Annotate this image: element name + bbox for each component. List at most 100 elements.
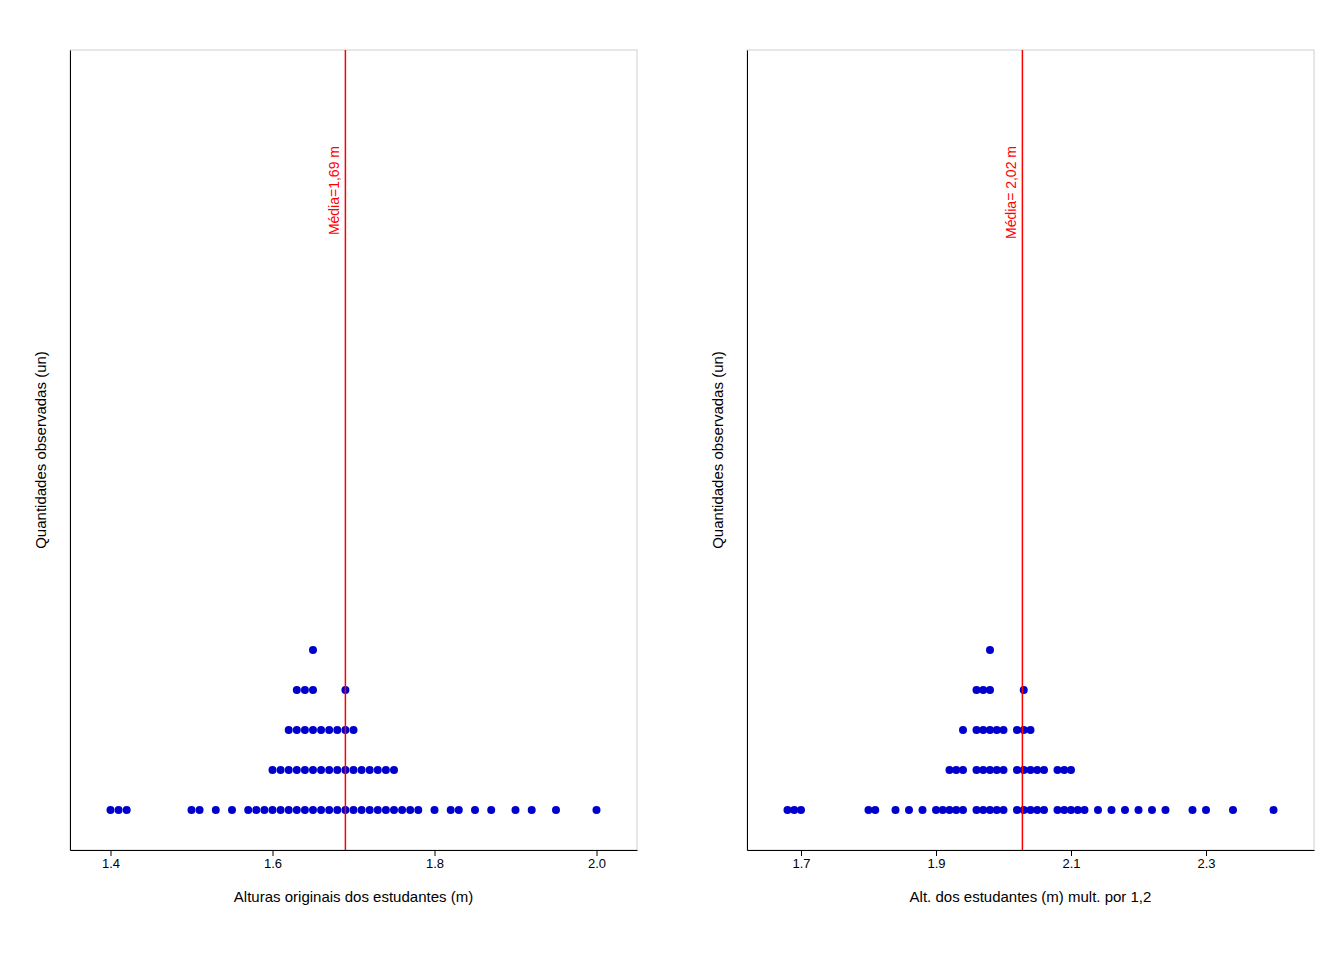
- dot: [309, 806, 317, 814]
- dot: [1040, 766, 1048, 774]
- dot: [1121, 806, 1129, 814]
- dot: [293, 726, 301, 734]
- dot: [1040, 806, 1048, 814]
- dot: [382, 806, 390, 814]
- dot: [285, 766, 293, 774]
- tick-mark: [111, 850, 112, 856]
- plot-area: [784, 50, 1278, 850]
- dot: [1000, 766, 1008, 774]
- dot: [188, 806, 196, 814]
- dot: [1162, 806, 1170, 814]
- dot: [309, 646, 317, 654]
- dot: [1148, 806, 1156, 814]
- dot: [325, 806, 333, 814]
- tick-label: 1.6: [264, 856, 282, 871]
- dot: [1189, 806, 1197, 814]
- dot: [333, 726, 341, 734]
- dot: [552, 806, 560, 814]
- tick-mark: [597, 850, 598, 856]
- dot: [309, 766, 317, 774]
- tick: 2.0: [588, 850, 606, 871]
- dot: [390, 766, 398, 774]
- dot: [390, 806, 398, 814]
- y-axis-title: Quantidades observadas (un): [709, 351, 726, 549]
- dot: [301, 766, 309, 774]
- tick-mark: [1071, 850, 1072, 856]
- tick-label: 1.4: [102, 856, 120, 871]
- dot: [301, 686, 309, 694]
- dot: [487, 806, 495, 814]
- dot: [228, 806, 236, 814]
- dot: [892, 806, 900, 814]
- x-axis: 1.41.61.82.0: [71, 850, 638, 871]
- tick: 1.7: [792, 850, 810, 871]
- dot: [212, 806, 220, 814]
- dot: [123, 806, 131, 814]
- dot: [1081, 806, 1089, 814]
- dot: [528, 806, 536, 814]
- dot: [959, 766, 967, 774]
- dot: [1027, 726, 1035, 734]
- dot: [277, 806, 285, 814]
- tick: 2.3: [1197, 850, 1215, 871]
- tick-mark: [1206, 850, 1207, 856]
- y-axis: [70, 51, 71, 851]
- dot: [593, 806, 601, 814]
- tick-label: 2.0: [588, 856, 606, 871]
- x-axis-title: Alturas originais dos estudantes (m): [234, 888, 473, 905]
- dot: [293, 686, 301, 694]
- annotation: Média=1,69 m: [326, 146, 342, 235]
- tick-mark: [801, 850, 802, 856]
- dot: [196, 806, 204, 814]
- dot: [115, 806, 123, 814]
- tick: 1.9: [927, 850, 945, 871]
- dot: [431, 806, 439, 814]
- dot: [1108, 806, 1116, 814]
- dot: [1202, 806, 1210, 814]
- dot: [398, 806, 406, 814]
- dot: [959, 806, 967, 814]
- dot: [350, 806, 358, 814]
- dot: [414, 806, 422, 814]
- dot: [406, 806, 414, 814]
- plot-frame: [747, 50, 1314, 850]
- tick-mark: [273, 850, 274, 856]
- dot: [277, 766, 285, 774]
- dot: [293, 766, 301, 774]
- tick-label: 1.7: [792, 856, 810, 871]
- dot: [107, 806, 115, 814]
- dot: [252, 806, 260, 814]
- dot: [986, 686, 994, 694]
- plot-area: [107, 50, 601, 850]
- axis-line: [70, 51, 71, 851]
- dot: [366, 806, 374, 814]
- dot: [1270, 806, 1278, 814]
- dot: [269, 806, 277, 814]
- tick-mark: [936, 850, 937, 856]
- dot: [1020, 686, 1028, 694]
- plot-frame: [70, 50, 637, 850]
- dot: [986, 646, 994, 654]
- dot: [317, 766, 325, 774]
- dot: [1000, 806, 1008, 814]
- dot: [325, 766, 333, 774]
- dot: [905, 806, 913, 814]
- dot: [1094, 806, 1102, 814]
- dot: [285, 726, 293, 734]
- mean-line: [345, 50, 347, 850]
- dot: [374, 806, 382, 814]
- dots: [784, 646, 1278, 814]
- dot: [325, 726, 333, 734]
- dot: [269, 766, 277, 774]
- dot: [366, 766, 374, 774]
- mean-line: [1022, 50, 1024, 850]
- dot: [382, 766, 390, 774]
- tick-label: 2.3: [1197, 856, 1215, 871]
- tick: 1.6: [264, 850, 282, 871]
- tick: 2.1: [1062, 850, 1080, 871]
- dot: [919, 806, 927, 814]
- chart-root: 1.41.61.82.0Média=1,69 mAlturas originai…: [0, 0, 1344, 960]
- tick: 1.4: [102, 850, 120, 871]
- dot: [350, 766, 358, 774]
- dot: [309, 686, 317, 694]
